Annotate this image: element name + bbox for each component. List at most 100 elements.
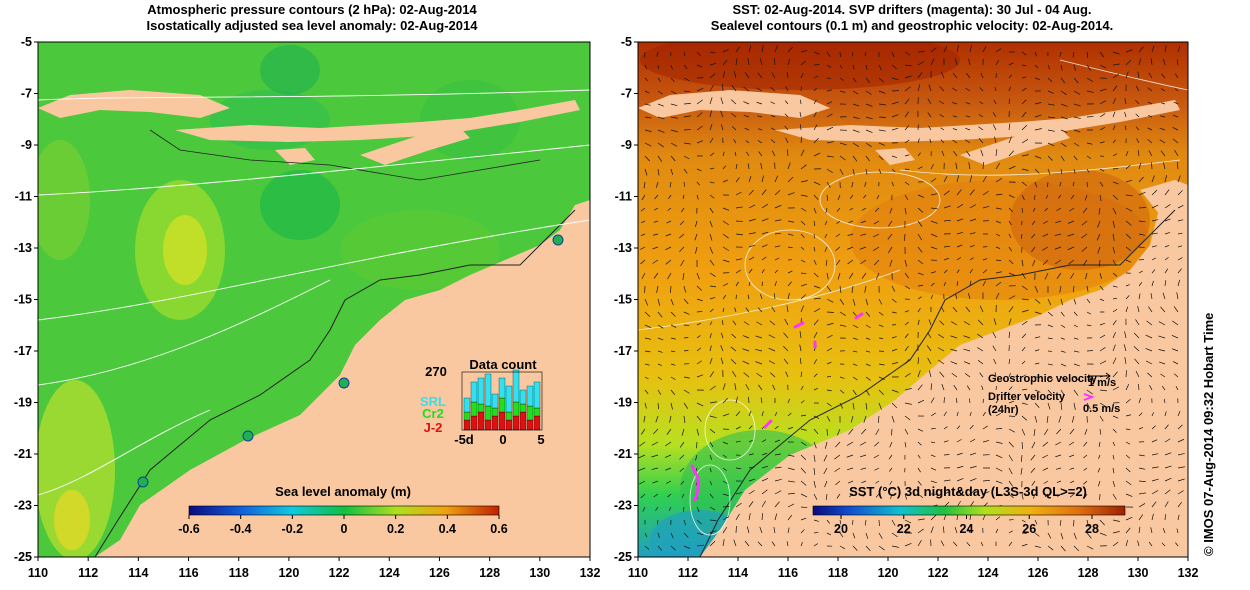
- right-ytick: -9: [621, 138, 632, 152]
- right-title-line1: SST: 02-Aug-2014. SVP drifters (magenta)…: [732, 2, 1091, 17]
- svp-drifters: [690, 312, 864, 502]
- left-ytick: -9: [21, 138, 32, 152]
- left-title-line2: Isostatically adjusted sea level anomaly…: [147, 18, 479, 33]
- lesser-sunda-islands: [175, 100, 580, 142]
- left-xtick: 122: [329, 566, 350, 580]
- left-title-line1: Atmospheric pressure contours (2 hPa): 0…: [147, 2, 477, 17]
- right-xtick: 122: [928, 566, 949, 580]
- right-ytick: -15: [614, 293, 632, 307]
- sla-colorbar-tick: -0.6: [178, 522, 200, 536]
- left-x-axis: 110 112 114 116 118 120 122 124 126 128 130 132: [28, 557, 601, 580]
- right-xtick: 130: [1128, 566, 1149, 580]
- left-ytick: -13: [14, 241, 32, 255]
- data-count-bar: [477, 411, 485, 431]
- data-count-bar: [498, 397, 506, 413]
- left-xtick: 124: [379, 566, 400, 580]
- data-count-bar: [519, 389, 527, 405]
- right-xtick: 116: [778, 566, 798, 580]
- sla-colorbar: Sea level anomaly (m) -0.6 -0.4 -0.2 0 0.2 0.…: [178, 484, 508, 536]
- data-count-bar: [470, 415, 478, 431]
- australia-land-sst: [700, 200, 1188, 557]
- sst-colorbar-tick: 24: [960, 522, 974, 536]
- data-count-bar: [505, 385, 513, 413]
- sumba-island: [275, 148, 315, 165]
- legend-cr2: Cr2: [422, 406, 444, 421]
- left-xtick: 118: [229, 566, 249, 580]
- sst-colorbar-tick: 26: [1022, 522, 1036, 536]
- data-count-bar: [484, 405, 492, 421]
- data-count-bar: [512, 415, 520, 431]
- right-xtick: 112: [678, 566, 698, 580]
- right-xtick: 110: [628, 566, 648, 580]
- sla-colorbar-tick: 0.2: [387, 522, 404, 536]
- data-count-bar: [491, 407, 499, 417]
- velocity-legend: Geostrophic velocity 1 m/s Drifter veloc…: [988, 372, 1120, 416]
- left-ytick: -5: [21, 35, 32, 49]
- left-xtick: 120: [278, 566, 299, 580]
- left-ytick: -19: [14, 396, 32, 410]
- sla-colorbar-tick: 0.4: [439, 522, 456, 536]
- left-xtick: 128: [479, 566, 500, 580]
- left-xtick: 132: [580, 566, 601, 580]
- timor-island: [360, 128, 470, 165]
- right-xtick: 124: [978, 566, 999, 580]
- left-ytick: -23: [14, 499, 32, 513]
- imos-credit: © IMOS 07-Aug-2014 09:32 Hobart Time: [1201, 313, 1216, 556]
- left-xtick: 112: [78, 566, 98, 580]
- right-ytick: -11: [615, 190, 632, 204]
- data-count-bar: [491, 393, 499, 409]
- data-count-bar: [484, 373, 492, 407]
- drifter-velocity-scale: 0.5 m/s: [1083, 403, 1120, 415]
- sst-colorbar-tick: 28: [1085, 522, 1099, 536]
- geo-velocity-scale: 1 m/s: [1088, 377, 1116, 389]
- right-ytick: -19: [614, 396, 632, 410]
- lesser-sunda-islands-sst: [775, 100, 1180, 142]
- left-xtick: 116: [178, 566, 198, 580]
- data-count-bar: [463, 419, 471, 431]
- right-xtick: 114: [728, 566, 748, 580]
- right-xtick: 128: [1078, 566, 1099, 580]
- right-x-axis: 110 112 114 116 118 120 122 124 126 128 130 132: [628, 557, 1198, 580]
- data-count-bar: [505, 419, 513, 431]
- right-ytick: -5: [621, 35, 632, 49]
- data-count-max: 270: [425, 364, 447, 379]
- sst-map: [638, 42, 1188, 557]
- left-ytick: -21: [14, 447, 32, 461]
- left-xtick: 130: [529, 566, 550, 580]
- drifter-velocity-sub: (24hr): [988, 404, 1019, 416]
- data-count-bar: [484, 419, 492, 431]
- right-ytick: -23: [614, 499, 632, 513]
- data-count-title: Data count: [469, 357, 537, 372]
- left-ytick: -17: [14, 344, 32, 358]
- data-count-bar: [533, 381, 541, 409]
- drifter-velocity-label: Drifter velocity: [988, 391, 1066, 403]
- right-xtick: 120: [878, 566, 899, 580]
- data-count-xtick-1: 0: [499, 432, 506, 447]
- sst-colorbar-tick: 20: [834, 522, 848, 536]
- sla-colorbar-tick: 0.6: [490, 522, 507, 536]
- data-count-xtick-0: -5d: [454, 432, 474, 447]
- java-bali-islands-sst: [638, 90, 830, 118]
- geo-velocity-label: Geostrophic velocity: [988, 373, 1098, 385]
- left-xtick: 126: [429, 566, 450, 580]
- data-count-bar: [519, 411, 527, 431]
- data-count-inset: Data count 270 -5d 0 5 SRL Cr2 J-2: [420, 357, 545, 447]
- right-xtick: 126: [1028, 566, 1049, 580]
- data-count-bar: [505, 411, 513, 421]
- timor-island-sst: [960, 128, 1070, 165]
- legend-j2: J-2: [424, 420, 443, 435]
- sla-colorbar-tick: -0.2: [282, 522, 304, 536]
- data-count-bar: [512, 401, 520, 417]
- data-count-bar: [512, 369, 520, 403]
- sst-colorbar-tick: 22: [897, 522, 911, 536]
- right-ytick: -7: [621, 87, 632, 101]
- data-count-bar: [491, 415, 499, 431]
- data-count-bar: [526, 385, 534, 407]
- left-y-axis: -5 -7 -9 -11 -13 -15 -17 -19 -21 -23 -25: [14, 35, 38, 564]
- data-count-bar: [533, 415, 541, 431]
- data-count-bar: [533, 407, 541, 417]
- left-ytick: -15: [14, 293, 32, 307]
- data-count-bar: [470, 381, 478, 403]
- data-count-bar: [526, 419, 534, 431]
